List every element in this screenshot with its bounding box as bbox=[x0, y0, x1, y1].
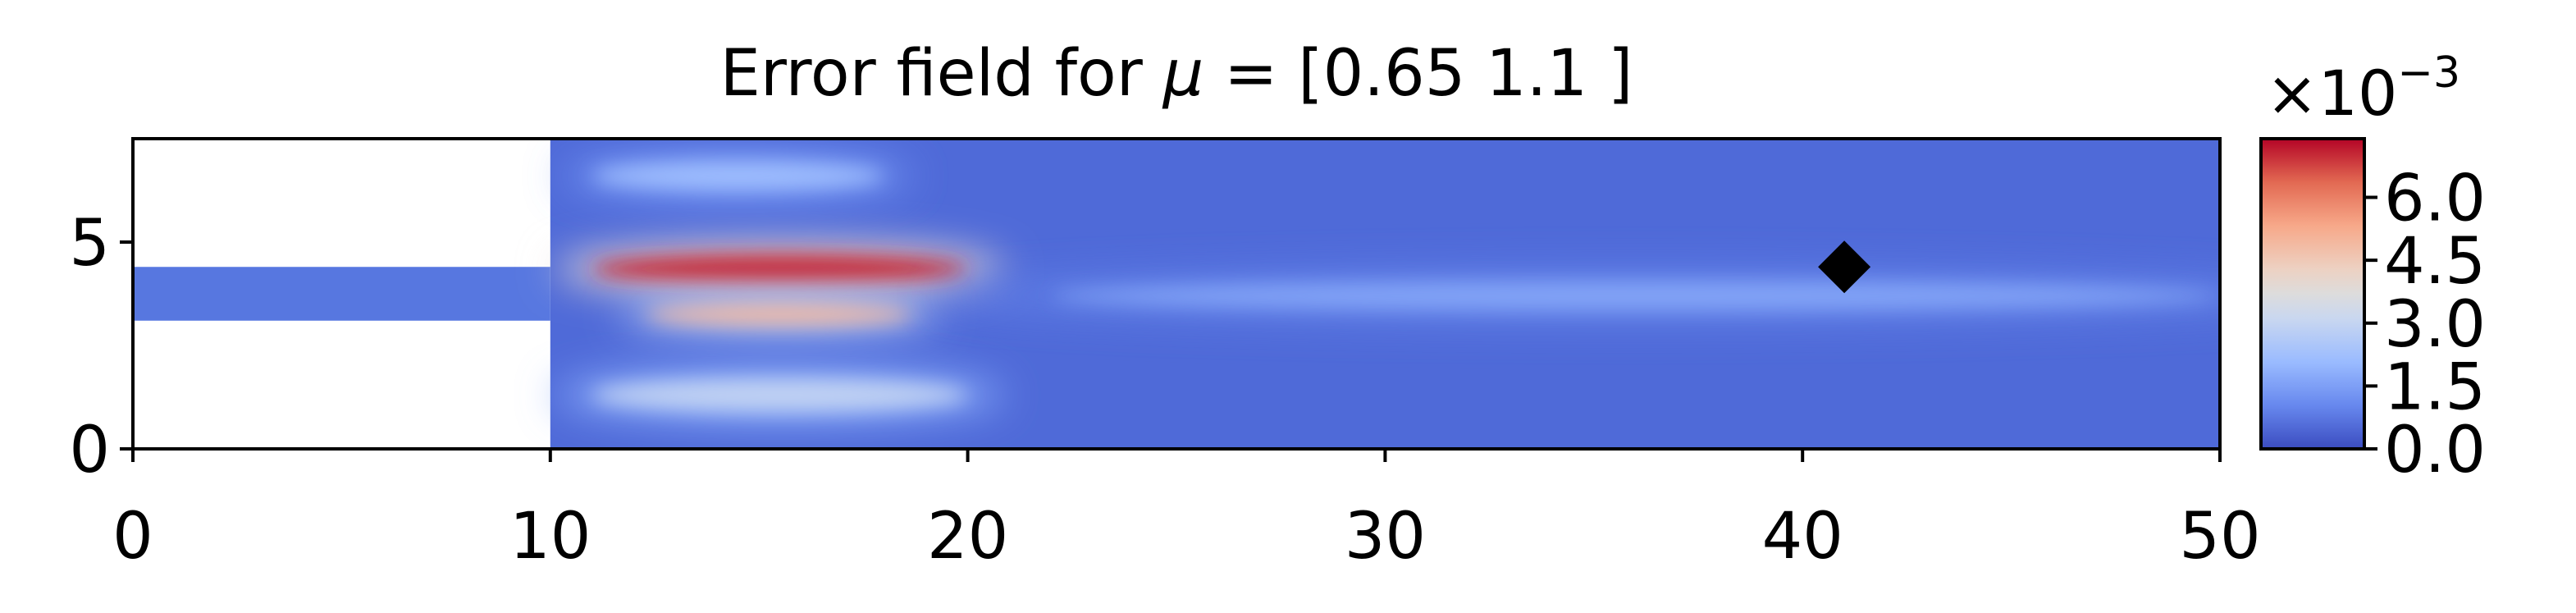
colorbar-tick-label: 0.0 bbox=[2384, 414, 2486, 487]
x-tick-label: 50 bbox=[2179, 500, 2260, 574]
error-hotspot-3 bbox=[591, 161, 884, 190]
plot-field bbox=[133, 139, 2220, 449]
y-tick-label: 5 bbox=[69, 207, 110, 281]
error-hotspots bbox=[554, 149, 2220, 425]
axes-frame bbox=[131, 137, 2222, 451]
colorbar-tick-label: 6.0 bbox=[2384, 162, 2486, 236]
x-tick-label: 0 bbox=[112, 500, 153, 574]
probe-marker bbox=[1818, 240, 1871, 294]
colorbar-ticks: 0.01.53.04.56.0 bbox=[2364, 162, 2486, 487]
error-hotspot-2 bbox=[591, 378, 968, 412]
colorbar-scale-label: ×10−3 bbox=[2266, 48, 2460, 130]
x-axis-ticks: 0 10 20 30 40 50 bbox=[112, 449, 2261, 574]
x-tick-label: 30 bbox=[1345, 500, 1426, 574]
x-tick-label: 10 bbox=[509, 500, 591, 574]
y-tick-label: 0 bbox=[69, 414, 110, 487]
colorbar-tick-label: 4.5 bbox=[2384, 225, 2486, 299]
colorbar: 0.01.53.04.56.0 ×10−3 bbox=[2259, 48, 2486, 487]
colorbar-tick-label: 3.0 bbox=[2384, 288, 2486, 362]
error-hotspot-4 bbox=[1051, 281, 2220, 311]
error-hotspot-0 bbox=[591, 254, 968, 284]
error-hotspot-1 bbox=[646, 304, 914, 325]
colorbar-gradient bbox=[2259, 137, 2366, 451]
x-tick-label: 20 bbox=[927, 500, 1008, 574]
x-tick-label: 40 bbox=[1762, 500, 1843, 574]
y-axis-ticks: 05 bbox=[69, 207, 133, 487]
inlet-channel bbox=[133, 267, 550, 321]
colorbar-tick-label: 1.5 bbox=[2384, 350, 2486, 424]
chart-title: Error field for μ = [0.65 1.1 ] bbox=[720, 37, 1633, 111]
